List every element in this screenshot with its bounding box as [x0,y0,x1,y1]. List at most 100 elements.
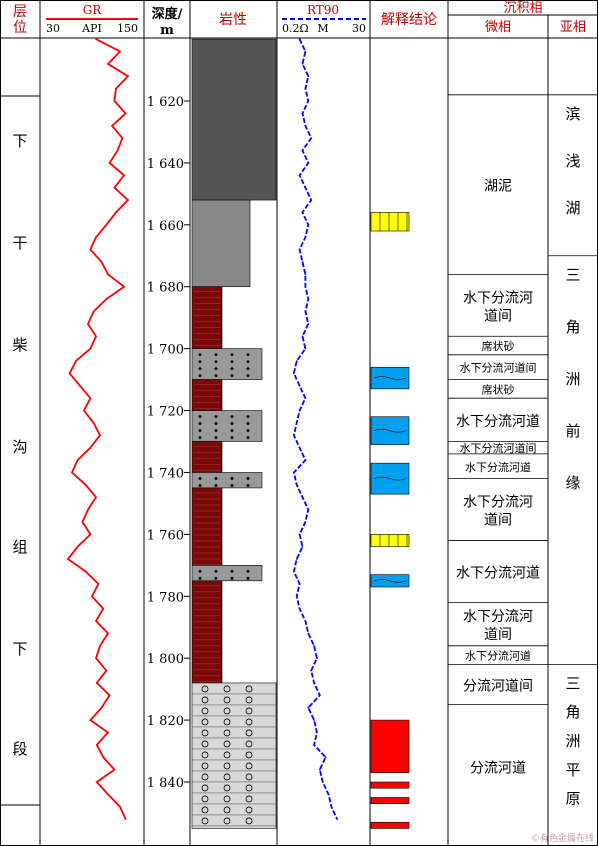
rt-curve-point [307,632,310,635]
rt-curve-point [307,100,310,102]
rt-curve-point [307,706,310,709]
pebble [245,784,253,792]
sand-dot [246,374,250,378]
lithology-interval-mudstone-red [191,441,223,473]
blue-wave [373,428,407,433]
sand-dot [198,367,202,371]
gr-curve-point [87,508,89,511]
header: 层 位 GR 30 API 150 深度/ m 岩性 RT90 0.2Ω M 3… [13,1,586,38]
rt-curve-point [293,570,295,573]
pebble [245,740,253,748]
gr-scale-min: 30 [46,22,60,35]
rt-curve-point [304,273,307,276]
pebble [245,751,253,759]
sand-dot [198,415,202,418]
sand-dot [230,484,234,487]
microfacies-label: 分流河道间 [463,678,533,694]
rt-curve-point [304,397,307,399]
rt-curve-point [307,224,310,226]
pebble [223,751,231,759]
depth-tick-label: 1 840 [147,776,184,791]
sand-dot [198,360,202,364]
lithology-interval-sandstone [191,472,263,489]
rt-curve-point [298,174,301,177]
gr-curve-point [92,422,95,424]
gr-curve-point [83,409,85,412]
rt-curve [292,38,338,820]
depth-tick-label: 1 780 [147,590,184,605]
gr-curve-point [95,620,97,622]
gr-curve-point [95,236,97,238]
gr-curve-point [95,335,97,338]
depth-tick-label: 1 720 [147,405,184,420]
rt-curve-point [304,87,307,90]
gr-curve-point [89,347,92,350]
microfacies-label: 水下分流河 [463,609,533,625]
depth-tick-label: 1 740 [147,466,184,481]
rt-curve-point [304,50,307,53]
gr-curve-point [113,100,116,102]
gr-scale-unit: API [81,22,102,35]
gr-curve-point [71,471,73,474]
gr-curve-point [79,384,81,387]
gr-curve-point [76,459,79,461]
lithology-interval-mudstone-gray [191,199,251,288]
rt-curve-point [293,434,295,437]
gr-curve-point [119,50,121,53]
header-layer-1: 层 [13,4,27,20]
gr-curve-point [107,632,109,635]
formation-char: 组 [12,538,27,556]
rt-track [292,38,338,820]
lithology-column [191,38,277,829]
pebble [201,729,209,737]
rt-curve-point [313,719,315,721]
gr-scale-max: 150 [117,22,138,35]
sand-dot [214,477,218,480]
rt-curve-point [316,657,318,659]
rt-curve-point [304,285,307,288]
microfacies-label: 水下分流河道间 [460,441,537,455]
rt-curve-point [336,818,338,820]
gr-curve-point [89,446,92,449]
pebble [201,773,209,781]
sand-dot [214,484,218,487]
microfacies-label: 水下分流河 [463,495,533,511]
microfacies-label: 水下分流河道 [456,566,540,582]
pebble [223,685,231,693]
microfacies-label: 水下分流河道 [465,460,531,474]
sand-dot [214,374,218,378]
formation-char: 沟 [12,438,27,456]
gr-curve-point [95,38,97,40]
sand-dot [230,436,234,439]
interpretation-red [370,781,410,789]
gr-curve-point [97,583,100,585]
sand-dot [246,360,250,364]
pebble [245,685,253,693]
lithology-interval-mudstone-red [191,379,223,411]
rt-curve-point [319,694,321,697]
gr-curve-point [107,63,109,65]
depth-tick-label: 1 820 [147,714,184,729]
rt-curve-point [301,335,304,338]
gr-curve-point [127,75,129,78]
microfacies-label: 道间 [484,627,512,643]
gr-curve-point [67,558,69,560]
depth-header-1: 深度/ [152,6,183,22]
rt-curve-point [298,384,301,387]
sand-dot [198,569,202,573]
rt-curve-point [304,347,307,350]
sand-dot [214,422,218,425]
gr-curve-point [123,285,125,288]
sand-dot [246,422,250,425]
gr-curve-point [107,793,109,796]
sand-dot [230,477,234,480]
formation-char: 干 [12,234,27,252]
gr-curve [66,38,130,820]
pebble [245,806,253,814]
pebble [223,795,231,803]
gr-track [66,38,130,820]
pebble [223,729,231,737]
rt-curve-point [298,533,301,536]
rt-curve-point [307,298,310,300]
